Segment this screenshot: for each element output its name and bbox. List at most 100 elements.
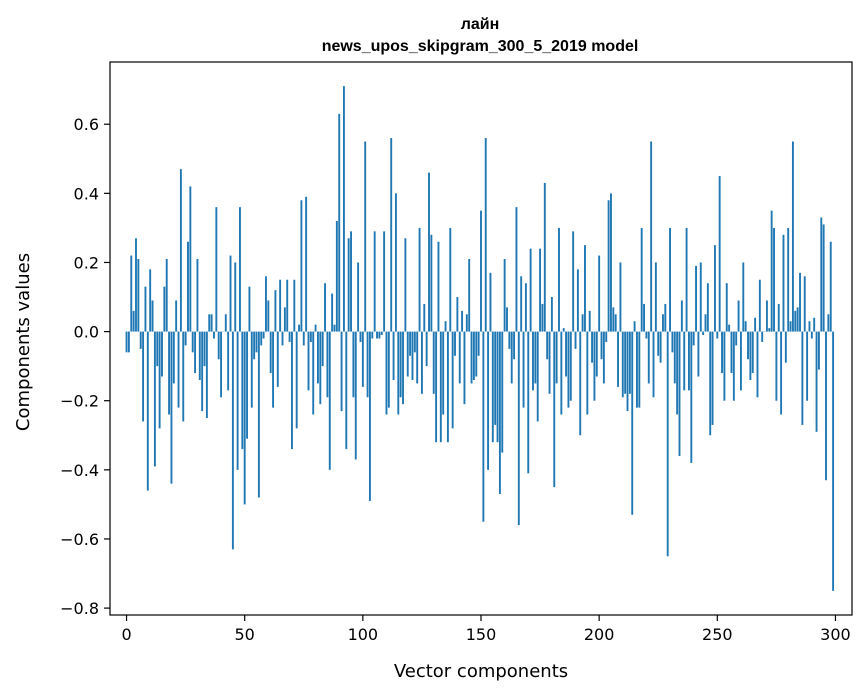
bar-284 xyxy=(796,307,799,332)
bar-235 xyxy=(680,300,683,332)
bar-294 xyxy=(820,217,823,332)
bar-37 xyxy=(213,331,215,339)
bar-167 xyxy=(520,276,523,332)
bar-217 xyxy=(638,331,641,408)
bar-94 xyxy=(347,238,350,332)
bar-149 xyxy=(477,331,480,356)
bar-162 xyxy=(508,331,511,349)
bar-18 xyxy=(168,331,171,415)
bar-49 xyxy=(241,331,244,450)
bar-285 xyxy=(799,272,801,332)
bar-55 xyxy=(255,331,258,353)
bar-51 xyxy=(246,331,248,439)
bar-53 xyxy=(250,331,253,408)
bar-107 xyxy=(378,331,381,339)
bar-288 xyxy=(806,331,809,401)
bar-19 xyxy=(170,331,173,484)
bar-283 xyxy=(794,310,797,332)
bar-134 xyxy=(442,331,445,415)
bar-91 xyxy=(340,331,343,412)
bar-24 xyxy=(182,331,185,422)
bar-225 xyxy=(657,331,660,356)
bar-81 xyxy=(317,331,319,384)
bar-224 xyxy=(654,262,657,332)
bar-108 xyxy=(380,331,383,336)
bar-193 xyxy=(581,314,584,332)
bar-15 xyxy=(161,331,163,377)
bar-101 xyxy=(364,141,367,332)
bar-230 xyxy=(669,227,671,332)
bar-103 xyxy=(368,331,371,501)
bar-146 xyxy=(470,331,473,384)
bar-287 xyxy=(803,276,806,332)
bar-141 xyxy=(458,331,461,384)
bar-201 xyxy=(600,331,603,360)
bar-113 xyxy=(392,331,395,380)
bar-6 xyxy=(139,331,142,349)
bar-243 xyxy=(699,262,702,332)
bar-111 xyxy=(387,331,390,408)
bar-54 xyxy=(253,331,256,360)
bar-115 xyxy=(397,331,400,415)
bar-251 xyxy=(718,176,721,332)
bar-290 xyxy=(810,331,813,339)
bar-126 xyxy=(423,303,426,332)
bar-161 xyxy=(506,307,508,332)
bar-127 xyxy=(425,331,428,367)
bar-278 xyxy=(782,234,785,332)
bar-169 xyxy=(524,283,527,332)
bar-137 xyxy=(449,227,452,332)
bar-158 xyxy=(498,331,501,495)
x-axis-ticks: 0 50 100 150 200 250 300 xyxy=(121,615,851,644)
y-tick-label: −0.2 xyxy=(60,392,99,411)
bar-229 xyxy=(666,331,669,557)
bar-197 xyxy=(591,331,594,363)
bar-289 xyxy=(808,321,811,332)
bar-0 xyxy=(125,331,128,353)
bar-104 xyxy=(371,331,374,339)
bar-213 xyxy=(628,331,631,394)
bar-25 xyxy=(184,331,187,346)
bar-280 xyxy=(787,227,790,332)
x-tick-label: 0 xyxy=(121,625,131,644)
bar-209 xyxy=(619,262,622,332)
bar-8 xyxy=(144,286,147,332)
bar-181 xyxy=(553,331,556,488)
bar-177 xyxy=(543,182,546,332)
bar-274 xyxy=(773,227,775,332)
bar-61 xyxy=(269,331,272,374)
bar-28 xyxy=(191,331,194,353)
y-tick-label: −0.8 xyxy=(60,599,99,618)
bar-74 xyxy=(300,200,303,332)
bar-296 xyxy=(825,331,827,481)
bar-241 xyxy=(695,265,697,332)
bar-144 xyxy=(465,314,468,332)
bar-147 xyxy=(472,331,475,380)
bar-20 xyxy=(172,331,175,384)
bar-109 xyxy=(383,231,386,332)
bar-237 xyxy=(685,227,688,332)
bar-234 xyxy=(678,331,681,457)
bar-95 xyxy=(350,231,352,332)
bar-244 xyxy=(702,331,705,336)
bar-14 xyxy=(158,331,161,429)
bar-160 xyxy=(503,259,506,332)
bar-260 xyxy=(739,331,742,391)
bar-59 xyxy=(265,276,267,332)
bar-47 xyxy=(236,331,239,470)
bar-76 xyxy=(305,196,308,332)
bar-148 xyxy=(475,331,478,377)
bar-38 xyxy=(215,207,218,332)
bar-286 xyxy=(801,331,804,425)
bar-125 xyxy=(420,331,423,394)
bar-180 xyxy=(550,297,553,332)
bar-227 xyxy=(662,314,664,332)
y-axis-label: Components values xyxy=(13,253,34,431)
bar-242 xyxy=(697,331,700,377)
bar-46 xyxy=(234,262,237,332)
bar-112 xyxy=(390,138,393,332)
bar-120 xyxy=(409,331,412,356)
bar-226 xyxy=(659,331,662,363)
bar-154 xyxy=(489,272,492,332)
